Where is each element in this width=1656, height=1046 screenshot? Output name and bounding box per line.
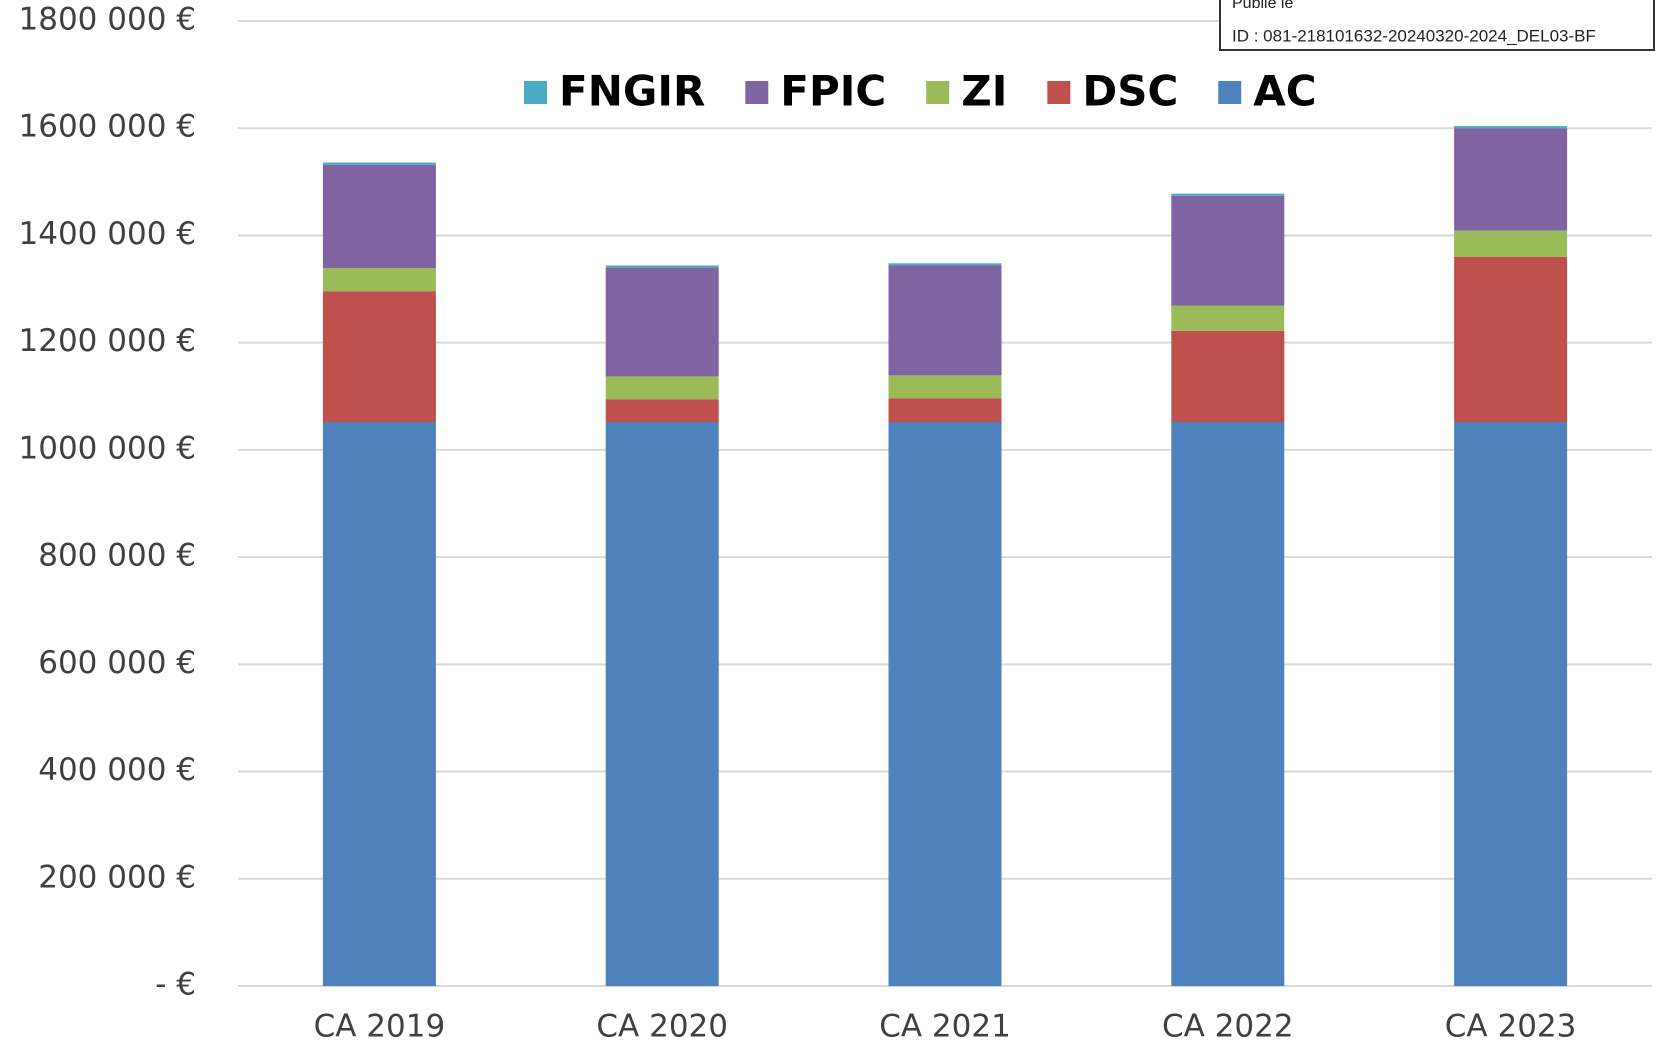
legend-swatch	[926, 81, 950, 104]
bar-segment	[1454, 128, 1568, 231]
stamp-box	[1219, 0, 1655, 51]
bar-segment	[888, 422, 1002, 986]
y-tick-label: 800 000 €	[38, 538, 196, 574]
y-tick-label: 1800 000 €	[19, 2, 197, 38]
bar-segment	[888, 265, 1002, 376]
bar-segment	[605, 376, 719, 400]
bar-segment	[1171, 330, 1285, 423]
bar-segment	[1454, 422, 1568, 986]
bar-segment	[605, 267, 719, 377]
x-tick-label: CA 2019	[314, 1009, 446, 1045]
legend-label: FPIC	[780, 67, 886, 116]
bar-segment	[1454, 230, 1568, 257]
legend-swatch	[524, 81, 547, 104]
legend-label: DSC	[1082, 67, 1178, 116]
bar-segment	[322, 162, 436, 165]
bar-segment	[888, 375, 1002, 399]
bar-segment	[605, 422, 719, 986]
y-tick-label: 1000 000 €	[19, 430, 197, 466]
x-tick-label: CA 2021	[879, 1009, 1011, 1045]
y-tick-label: 600 000 €	[38, 645, 196, 681]
legend-label: FNGIR	[559, 67, 705, 116]
y-tick-label: - €	[155, 967, 196, 1003]
bar-segment	[1454, 256, 1568, 423]
y-tick-label: 1600 000 €	[19, 109, 197, 145]
bar-segment	[322, 291, 436, 423]
y-tick-label: 1400 000 €	[19, 216, 197, 252]
bar-segment	[1171, 305, 1285, 331]
bar-segment	[605, 399, 719, 423]
y-tick-label: 200 000 €	[38, 859, 196, 895]
bar-segment	[605, 265, 719, 268]
legend-swatch	[1218, 81, 1242, 104]
bar-segment	[322, 268, 436, 292]
bar-segment	[1454, 126, 1568, 129]
legend-label: ZI	[961, 67, 1007, 116]
bar-segment	[888, 398, 1002, 423]
legend-swatch	[1047, 81, 1071, 104]
stamp-line: Publié le	[1232, 0, 1293, 12]
bar-segment	[1171, 193, 1285, 196]
y-tick-label: 400 000 €	[38, 752, 196, 788]
x-tick-label: CA 2023	[1445, 1009, 1577, 1045]
stamp-line: ID : 081-218101632-20240320-2024_DEL03-B…	[1232, 26, 1596, 45]
x-tick-label: CA 2022	[1162, 1009, 1294, 1045]
legend-label: AC	[1253, 67, 1316, 116]
x-tick-label: CA 2020	[596, 1009, 728, 1045]
bar-segment	[888, 263, 1002, 266]
bar-segment	[322, 164, 436, 269]
bar-segment	[1171, 422, 1285, 986]
bar-segment	[322, 422, 436, 986]
legend-swatch	[745, 81, 769, 104]
bar-segment	[1171, 195, 1285, 306]
y-tick-label: 1200 000 €	[19, 323, 197, 359]
